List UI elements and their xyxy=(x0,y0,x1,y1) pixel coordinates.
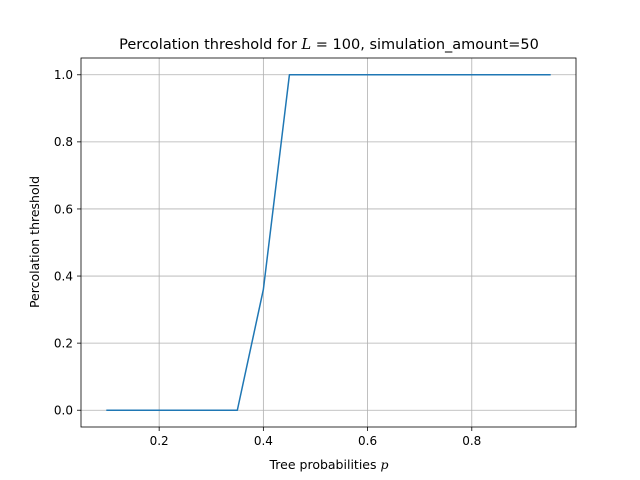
chart-title-math-rest: = 100 xyxy=(311,37,360,53)
series-line xyxy=(106,74,551,411)
plot-frame xyxy=(80,57,577,428)
x-axis-label-text: Tree probabilities xyxy=(269,457,381,472)
x-tick-label: 0.6 xyxy=(358,434,377,448)
y-tick-label: 1.0 xyxy=(54,68,73,82)
x-tick-label: 0.8 xyxy=(462,434,481,448)
y-axis-label: Percolation threshold xyxy=(27,176,42,308)
y-tick-label: 0.6 xyxy=(54,202,73,216)
chart-title-prefix: Percolation threshold for xyxy=(119,37,301,53)
y-tick-label: 0.4 xyxy=(54,269,73,283)
x-axis-label: Tree probabilities p xyxy=(269,457,389,472)
x-tick-label: 0.4 xyxy=(254,434,273,448)
grid xyxy=(81,58,576,427)
chart-title-math-var: L xyxy=(301,37,312,53)
x-axis-label-math-var: p xyxy=(380,457,388,472)
y-tick-label: 0.8 xyxy=(54,135,73,149)
series-layer xyxy=(106,74,551,411)
ticks: 0.2 0.4 0.6 0.8 0.0 0.2 0.4 0.6 0.8 1.0 xyxy=(54,68,481,448)
chart-title-suffix: , simulation_amount=50 xyxy=(360,37,539,53)
chart-title: Percolation threshold for L = 100, simul… xyxy=(119,37,539,53)
y-tick-label: 0.0 xyxy=(54,404,73,418)
axes-frame xyxy=(80,57,577,428)
x-tick-label: 0.2 xyxy=(150,434,169,448)
y-tick-label: 0.2 xyxy=(54,336,73,350)
